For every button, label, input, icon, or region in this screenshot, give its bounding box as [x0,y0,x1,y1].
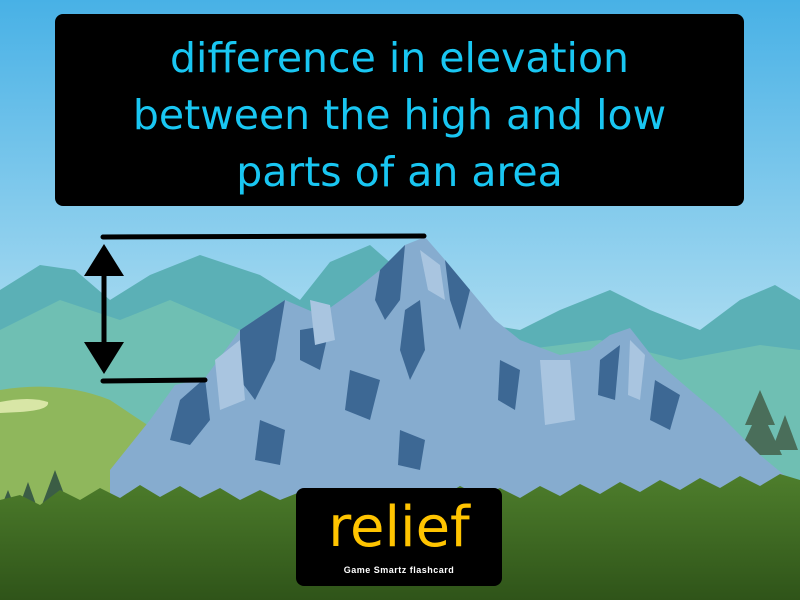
definition-panel: difference in elevation between the high… [55,14,744,206]
definition-line-1: difference in elevation [170,30,629,87]
definition-line-3: parts of an area [236,144,563,201]
term-word: relief [328,493,470,563]
brand-label: Game Smartz flashcard [344,565,455,575]
term-panel: relief Game Smartz flashcard [296,488,502,586]
definition-line-2: between the high and low [133,87,666,144]
low-point-line [103,380,205,381]
high-point-line [103,236,424,237]
